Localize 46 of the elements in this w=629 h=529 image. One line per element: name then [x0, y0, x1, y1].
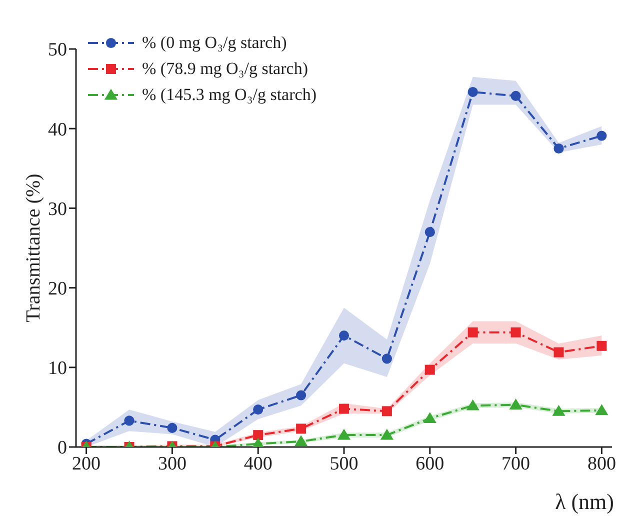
point: [296, 424, 306, 434]
point: [554, 347, 564, 358]
x-tick-label: 800: [587, 453, 616, 474]
point: [423, 412, 436, 424]
point: [339, 404, 349, 414]
point: [382, 406, 392, 416]
x-tick-label: 400: [244, 453, 272, 474]
point: [468, 86, 478, 98]
y-tick-label: 10: [48, 358, 67, 380]
point: [253, 404, 264, 415]
x-tick-label: 200: [72, 453, 101, 474]
point: [296, 390, 306, 400]
point: [253, 430, 264, 440]
point: [380, 428, 394, 440]
point: [124, 416, 134, 426]
y-tick-label: 30: [48, 198, 67, 220]
x-tick-label: 300: [158, 453, 186, 474]
point: [510, 327, 521, 338]
point: [294, 435, 308, 446]
point: [338, 330, 350, 341]
point: [468, 327, 478, 338]
x-tick-label: 600: [416, 453, 444, 474]
y-axis-title: Transmittance (%): [22, 174, 45, 322]
point: [167, 422, 178, 433]
point: [552, 404, 566, 416]
point: [554, 143, 564, 154]
y-tick-label: 0: [58, 438, 67, 459]
x-axis-title: λ (nm): [555, 489, 614, 514]
point: [510, 90, 521, 101]
point: [424, 227, 435, 238]
point: [337, 428, 351, 440]
point: [595, 404, 608, 416]
point: [466, 399, 480, 410]
legend-label: % (78.9 mg O₃/g starch): [142, 59, 308, 79]
point: [596, 130, 607, 141]
y-tick-label: 40: [48, 119, 67, 140]
point: [382, 354, 392, 364]
y-tick-label: 20: [48, 278, 67, 300]
point: [424, 364, 435, 375]
legend-label: % (0 mg O₃/g starch): [142, 33, 287, 53]
point: [509, 398, 522, 410]
legend-label: % (145.3 mg O₃/g starch): [142, 85, 316, 105]
y-tick-label: 50: [48, 40, 67, 61]
x-tick-label: 700: [502, 453, 530, 474]
point: [596, 340, 607, 351]
x-tick-label: 500: [330, 453, 358, 474]
